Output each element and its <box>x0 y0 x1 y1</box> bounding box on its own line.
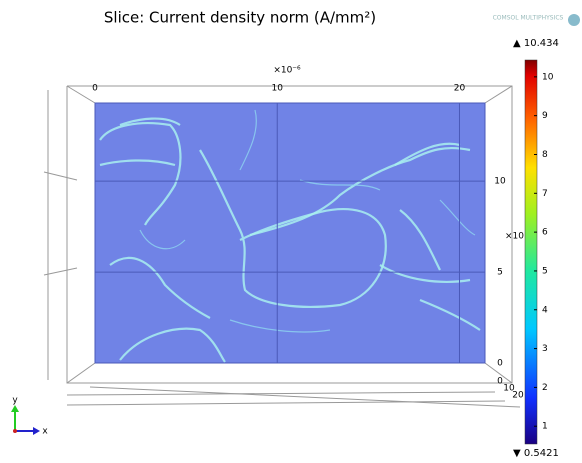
box-edge <box>44 172 77 180</box>
chart: Slice: Current density norm (A/mm²) COMS… <box>0 0 582 463</box>
colorbar-tick-label: 10 <box>542 72 554 82</box>
colorbar-tick-label: 5 <box>542 266 548 276</box>
colorbar-tick-label: 1 <box>542 422 548 432</box>
box-edge <box>67 86 95 103</box>
colorbar-tick-label: 3 <box>542 344 548 354</box>
axis-triad: y x <box>11 396 48 437</box>
colorbar-tick-label: 2 <box>542 383 548 393</box>
colorbar-tick-label: 4 <box>542 305 548 315</box>
y-multiplier: ×10 <box>505 232 524 242</box>
logo: COMSOL MULTIPHYSICS <box>493 15 564 22</box>
logo-icon <box>568 14 580 26</box>
y-tick-label: 10 <box>494 177 506 187</box>
box-edge <box>67 363 95 383</box>
y-tick-label: 0 <box>497 359 503 369</box>
colorbar-tick-label: 8 <box>542 150 548 160</box>
x-multiplier: ×10⁻⁶ <box>273 66 301 76</box>
chart-title: Slice: Current density norm (A/mm²) <box>104 9 376 27</box>
colorbar-tick-label: 6 <box>542 228 548 238</box>
max-label: ▲ 10.434 <box>513 38 559 49</box>
slice-plane <box>95 103 485 363</box>
triad-label: y <box>12 396 18 406</box>
box-edge <box>44 268 77 275</box>
colorbar <box>525 60 537 444</box>
triad-x-arrow <box>33 427 40 435</box>
colorbar-tick-label: 9 <box>542 111 548 121</box>
min-label: ▼ 0.5421 <box>513 448 559 459</box>
x-tick-label: 0 <box>92 84 98 94</box>
z-tick-label: 20 <box>512 391 524 401</box>
triad-label: x <box>42 427 48 437</box>
triad-y-arrow <box>11 405 19 412</box>
x-tick-label: 10 <box>272 84 284 94</box>
colorbar-tick-label: 7 <box>542 189 548 199</box>
y-tick-label: 5 <box>497 268 503 278</box>
floor-line <box>67 392 495 395</box>
z-tick-label: 0 <box>497 377 503 387</box>
x-tick-label: 20 <box>454 84 466 94</box>
triad-origin <box>13 429 17 433</box>
box-edge <box>485 86 512 103</box>
